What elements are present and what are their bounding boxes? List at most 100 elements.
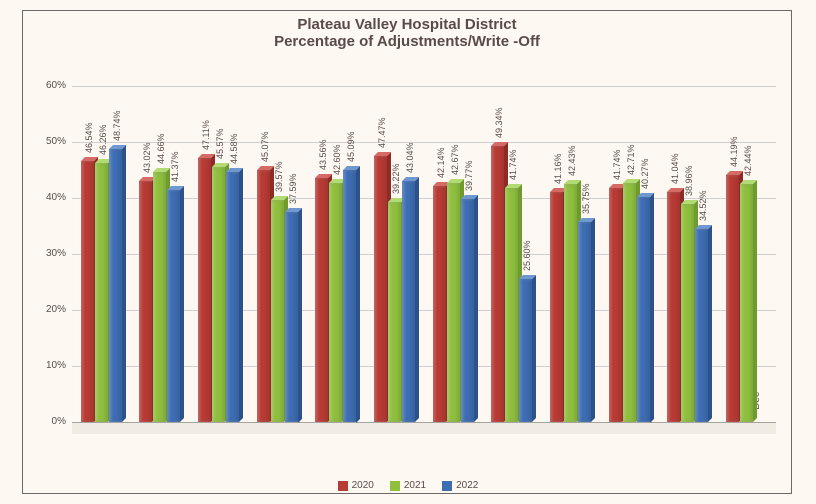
bar-value-label: 45.09% bbox=[346, 131, 356, 162]
bar bbox=[695, 229, 708, 422]
category-group: Apr45.07%39.57%37.59% bbox=[248, 86, 307, 422]
bar bbox=[637, 197, 650, 423]
bar-value-label: 44.58% bbox=[229, 134, 239, 165]
bar-face bbox=[167, 190, 180, 422]
bar-face bbox=[109, 149, 122, 422]
bar-face bbox=[550, 192, 563, 422]
bar-value-label: 34.52% bbox=[698, 190, 708, 221]
bar-face bbox=[447, 183, 460, 422]
bar-value-label: 45.07% bbox=[260, 131, 270, 162]
y-tick-label: 50% bbox=[32, 136, 66, 147]
bar-face bbox=[505, 188, 518, 422]
bar-side bbox=[474, 195, 478, 422]
bar-value-label: 38.96% bbox=[684, 165, 694, 196]
bar-value-label: 42.60% bbox=[332, 145, 342, 176]
bar-face bbox=[402, 181, 415, 422]
bar-value-label: 42.14% bbox=[436, 148, 446, 179]
bar-face bbox=[695, 229, 708, 422]
legend-label: 2020 bbox=[352, 480, 374, 491]
category-group: Mar47.11%45.57%44.58% bbox=[189, 86, 248, 422]
category-group: Aug49.34%41.74%25.60% bbox=[483, 86, 542, 422]
bar-face bbox=[153, 172, 166, 422]
bar-value-label: 45.57% bbox=[215, 128, 225, 159]
bar-side bbox=[591, 218, 595, 422]
bar-value-label: 43.04% bbox=[405, 142, 415, 173]
bar-value-label: 47.11% bbox=[201, 120, 211, 150]
bar-value-label: 41.74% bbox=[508, 150, 518, 181]
category-group: Sep41.16%42.43%35.75% bbox=[541, 86, 600, 422]
bar-value-label: 43.56% bbox=[318, 140, 328, 171]
bar-face bbox=[667, 192, 680, 422]
bar-value-label: 46.54% bbox=[84, 123, 94, 154]
bar-face bbox=[609, 188, 622, 422]
plot-floor bbox=[72, 422, 776, 434]
bar-face bbox=[257, 170, 270, 422]
bar-side bbox=[356, 166, 360, 423]
legend-swatch bbox=[442, 481, 452, 491]
bar bbox=[271, 200, 284, 422]
legend: 2020 2021 2022 bbox=[0, 480, 816, 491]
bar-value-label: 37.59% bbox=[288, 173, 298, 204]
bar bbox=[578, 222, 591, 422]
bar bbox=[212, 167, 225, 422]
legend-item: 2022 bbox=[442, 480, 478, 491]
bar-face bbox=[343, 170, 356, 423]
bar-side bbox=[708, 225, 712, 422]
bar-face bbox=[139, 181, 152, 422]
legend-item: 2020 bbox=[338, 480, 374, 491]
bar-value-label: 44.19% bbox=[729, 136, 739, 167]
bar-value-label: 41.74% bbox=[612, 150, 622, 181]
category-group: Jun47.47%39.22%43.04% bbox=[365, 86, 424, 422]
bar bbox=[95, 163, 108, 422]
y-tick-label: 10% bbox=[32, 360, 66, 371]
bar-face bbox=[740, 184, 753, 422]
bar bbox=[167, 190, 180, 422]
bar-face bbox=[578, 222, 591, 422]
bar-value-label: 39.22% bbox=[391, 164, 401, 195]
category-group: Jan46.54%46.26%48.74% bbox=[72, 86, 131, 422]
bar-face bbox=[623, 183, 636, 422]
bar bbox=[433, 186, 446, 422]
bar-face bbox=[198, 158, 211, 422]
bar-value-label: 42.71% bbox=[626, 144, 636, 175]
bar-face bbox=[519, 279, 532, 422]
chart-title: Plateau Valley Hospital District Percent… bbox=[22, 16, 792, 51]
bar-face bbox=[95, 163, 108, 422]
bar-side bbox=[532, 275, 536, 422]
category-group: Dec44.19%42.44% bbox=[717, 86, 776, 422]
bar bbox=[447, 183, 460, 422]
bar bbox=[461, 199, 474, 422]
category-group: Jul42.14%42.67%39.77% bbox=[424, 86, 483, 422]
bar bbox=[285, 212, 298, 423]
bar bbox=[226, 172, 239, 422]
legend-label: 2022 bbox=[456, 480, 478, 491]
bar-value-label: 41.37% bbox=[170, 152, 180, 183]
bar-face bbox=[726, 175, 739, 422]
bar bbox=[257, 170, 270, 422]
bar bbox=[667, 192, 680, 422]
bar-side bbox=[239, 168, 243, 422]
bar-value-label: 42.44% bbox=[743, 146, 753, 177]
bar-face bbox=[374, 156, 387, 422]
bar-value-label: 48.74% bbox=[112, 111, 122, 142]
legend-label: 2021 bbox=[404, 480, 426, 491]
y-tick-label: 30% bbox=[32, 248, 66, 259]
bar-face bbox=[81, 161, 94, 422]
bar-side bbox=[180, 186, 184, 422]
bar-value-label: 42.43% bbox=[567, 146, 577, 177]
bar bbox=[519, 279, 532, 422]
bar bbox=[109, 149, 122, 422]
bar-face bbox=[637, 197, 650, 423]
bar bbox=[139, 181, 152, 422]
bar-value-label: 41.16% bbox=[553, 153, 563, 184]
bar bbox=[609, 188, 622, 422]
bar bbox=[726, 175, 739, 422]
bar bbox=[491, 146, 504, 422]
bar-side bbox=[415, 177, 419, 422]
bar bbox=[153, 172, 166, 422]
bar-face bbox=[388, 202, 401, 422]
bar bbox=[505, 188, 518, 422]
bar-value-label: 40.27% bbox=[640, 158, 650, 189]
bar-face bbox=[285, 212, 298, 423]
bar-value-label: 44.66% bbox=[156, 133, 166, 164]
